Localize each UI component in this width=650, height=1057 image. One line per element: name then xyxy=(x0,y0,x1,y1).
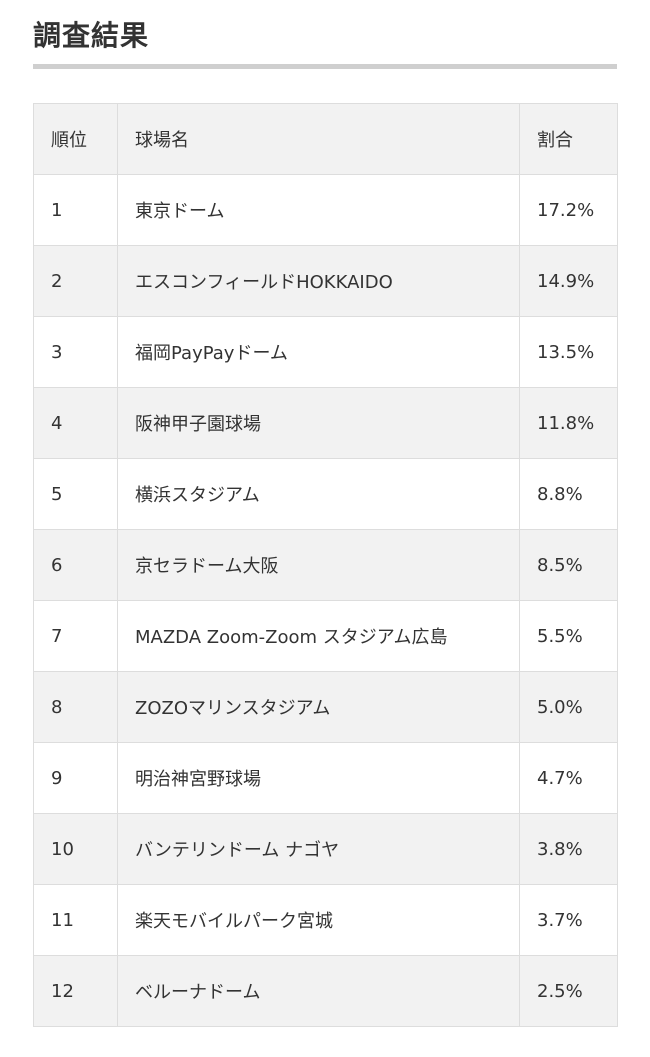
percent-cell: 14.9% xyxy=(519,245,618,317)
percent-cell: 5.0% xyxy=(519,671,618,743)
stadium-name-cell: ベルーナドーム xyxy=(117,955,520,1027)
table-row: 3 福岡PayPayドーム 13.5% xyxy=(33,316,618,388)
rank-cell: 3 xyxy=(33,316,118,388)
results-table: 順位 球場名 割合 1 東京ドーム 17.2% 2 エスコンフィールドHOKKA… xyxy=(33,103,618,1027)
table-row: 6 京セラドーム大阪 8.5% xyxy=(33,529,618,601)
stadium-name-cell: 阪神甲子園球場 xyxy=(117,387,520,459)
rank-cell: 10 xyxy=(33,813,118,885)
percent-cell: 5.5% xyxy=(519,600,618,672)
stadium-name-cell: バンテリンドーム ナゴヤ xyxy=(117,813,520,885)
stadium-name-cell: 東京ドーム xyxy=(117,174,520,246)
table-row: 5 横浜スタジアム 8.8% xyxy=(33,458,618,530)
stadium-name-cell: 福岡PayPayドーム xyxy=(117,316,520,388)
rank-cell: 11 xyxy=(33,884,118,956)
stadium-name-cell: 楽天モバイルパーク宮城 xyxy=(117,884,520,956)
rank-cell: 5 xyxy=(33,458,118,530)
table-row: 7 MAZDA Zoom-Zoom スタジアム広島 5.5% xyxy=(33,600,618,672)
table-row: 1 東京ドーム 17.2% xyxy=(33,174,618,246)
stadium-name-cell: エスコンフィールドHOKKAIDO xyxy=(117,245,520,317)
table-row: 8 ZOZOマリンスタジアム 5.0% xyxy=(33,671,618,743)
stadium-name-cell: ZOZOマリンスタジアム xyxy=(117,671,520,743)
rank-cell: 12 xyxy=(33,955,118,1027)
stadium-name-cell: MAZDA Zoom-Zoom スタジアム広島 xyxy=(117,600,520,672)
section-title: 調査結果 xyxy=(33,19,150,52)
percent-cell: 8.5% xyxy=(519,529,618,601)
table-row: 11 楽天モバイルパーク宮城 3.7% xyxy=(33,884,618,956)
rank-cell: 9 xyxy=(33,742,118,814)
percent-cell: 3.8% xyxy=(519,813,618,885)
rank-cell: 6 xyxy=(33,529,118,601)
header-rank: 順位 xyxy=(33,103,118,175)
stadium-name-cell: 明治神宮野球場 xyxy=(117,742,520,814)
rank-cell: 1 xyxy=(33,174,118,246)
table-row: 9 明治神宮野球場 4.7% xyxy=(33,742,618,814)
stadium-name-cell: 横浜スタジアム xyxy=(117,458,520,530)
rank-cell: 2 xyxy=(33,245,118,317)
header-stadium-name: 球場名 xyxy=(117,103,520,175)
table-header-row: 順位 球場名 割合 xyxy=(33,103,618,175)
table-row: 10 バンテリンドーム ナゴヤ 3.8% xyxy=(33,813,618,885)
percent-cell: 17.2% xyxy=(519,174,618,246)
percent-cell: 11.8% xyxy=(519,387,618,459)
rank-cell: 7 xyxy=(33,600,118,672)
stadium-name-cell: 京セラドーム大阪 xyxy=(117,529,520,601)
percent-cell: 8.8% xyxy=(519,458,618,530)
rank-cell: 8 xyxy=(33,671,118,743)
table-row: 12 ベルーナドーム 2.5% xyxy=(33,955,618,1027)
title-underline xyxy=(33,64,617,69)
percent-cell: 2.5% xyxy=(519,955,618,1027)
table-row: 2 エスコンフィールドHOKKAIDO 14.9% xyxy=(33,245,618,317)
rank-cell: 4 xyxy=(33,387,118,459)
percent-cell: 4.7% xyxy=(519,742,618,814)
percent-cell: 13.5% xyxy=(519,316,618,388)
percent-cell: 3.7% xyxy=(519,884,618,956)
table-row: 4 阪神甲子園球場 11.8% xyxy=(33,387,618,459)
header-percent: 割合 xyxy=(519,103,618,175)
